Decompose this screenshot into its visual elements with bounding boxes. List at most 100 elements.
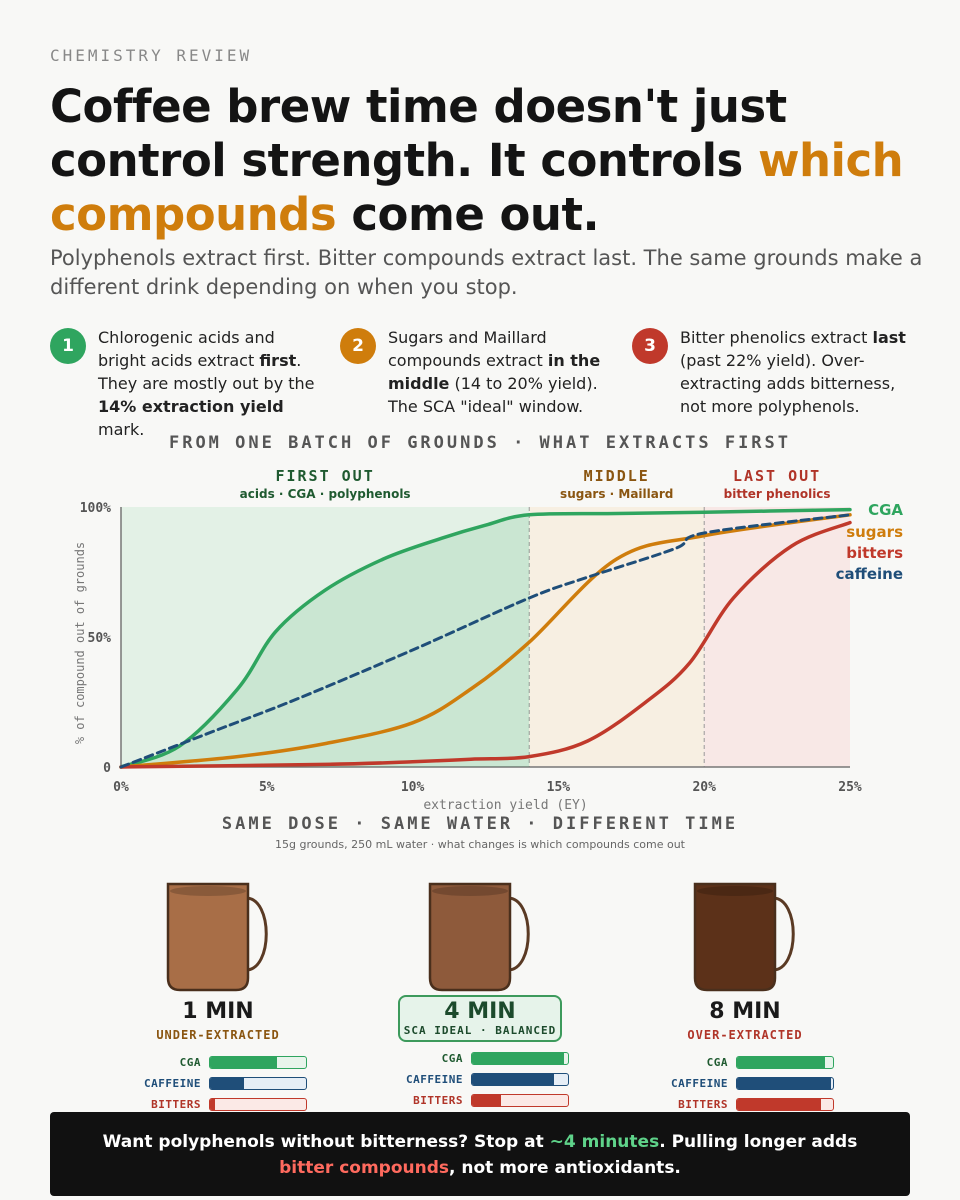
- step-text: Sugars and Maillard compounds extract in…: [388, 326, 610, 418]
- coffee-mug-icon: [693, 882, 795, 992]
- headline-highlight: which compounds: [50, 134, 904, 241]
- brew-time: 4 MIN: [444, 999, 516, 1024]
- series-line-caffeine: [119, 513, 852, 769]
- mug-handle: [507, 896, 530, 972]
- zone-subtitle: sugars · Maillard: [560, 487, 673, 501]
- bar-track: [736, 1098, 834, 1111]
- mug-handle: [772, 896, 795, 972]
- compound-bars: CGA CAFFEINE BITTERS: [98, 1052, 338, 1115]
- bar-label: BITTERS: [678, 1098, 728, 1111]
- banner-text-3: , not more antioxidants.: [449, 1158, 681, 1178]
- bar-label: CAFFEINE: [144, 1077, 201, 1090]
- bar-fill: [472, 1053, 565, 1064]
- compare-title: SAME DOSE · SAME WATER · DIFFERENT TIME: [221, 814, 739, 834]
- bar-track: [471, 1052, 569, 1065]
- step-number-badge: 1: [50, 328, 86, 364]
- coffee-surface: [170, 886, 246, 896]
- zone-title: FIRST OUT: [275, 467, 374, 485]
- x-tick-label: 20%: [692, 780, 716, 795]
- zone-band-0: [121, 507, 530, 767]
- coffee-mug-icon: [428, 882, 530, 992]
- step-1: 1 Chlorogenic acids and bright acids extr…: [50, 326, 320, 441]
- bar-row-bitters: BITTERS: [625, 1094, 865, 1115]
- bar-fill: [472, 1095, 501, 1106]
- banner-text-2: . Pulling longer adds: [659, 1132, 858, 1152]
- bar-label: BITTERS: [413, 1094, 463, 1107]
- series-line-CGA: [119, 507, 852, 769]
- brew-time: 1 MIN: [182, 999, 254, 1024]
- extraction-chart: FIRST OUT acids · CGA · polyphenols MIDDLE…: [73, 467, 903, 813]
- legend-label-bitters: bitters: [846, 544, 903, 562]
- step-3: 3 Bitter phenolics extract last (past 22%…: [632, 326, 912, 418]
- bar-fill: [210, 1099, 215, 1110]
- bar-label: BITTERS: [151, 1098, 201, 1111]
- coffee-surface: [432, 886, 508, 896]
- bar-label: CAFFEINE: [671, 1077, 728, 1090]
- extraction-verdict: UNDER-EXTRACTED: [156, 1028, 280, 1042]
- bar-row-caffeine: CAFFEINE: [360, 1069, 600, 1090]
- bar-label: CAFFEINE: [406, 1073, 463, 1086]
- bar-row-cga: CGA: [98, 1052, 338, 1073]
- series-line-sugars: [119, 513, 852, 769]
- y-tick-label: 50%: [88, 631, 112, 646]
- zone-title: MIDDLE: [584, 467, 650, 485]
- zone-subtitle: bitter phenolics: [724, 487, 831, 501]
- compound-bars: CGA CAFFEINE BITTERS: [360, 1048, 600, 1111]
- bar-row-bitters: BITTERS: [360, 1090, 600, 1111]
- legend-label-CGA: CGA: [868, 501, 903, 519]
- brew-time: 8 MIN: [709, 999, 781, 1024]
- bar-track: [736, 1056, 834, 1069]
- headline: Coffee brew time doesn't just control st…: [50, 80, 930, 242]
- takeaway-banner: Want polyphenols without bitterness? Sto…: [50, 1112, 910, 1196]
- step-text: Chlorogenic acids and bright acids extra…: [98, 326, 320, 441]
- zone-subtitle: acids · CGA · polyphenols: [240, 487, 411, 501]
- bar-fill: [737, 1057, 826, 1068]
- x-tick-label: 10%: [401, 780, 425, 795]
- x-tick-label: 5%: [259, 780, 275, 795]
- x-tick-label: 0%: [113, 780, 129, 795]
- step-2: 2 Sugars and Maillard compounds extract i…: [340, 326, 610, 418]
- mug-body: [166, 882, 250, 992]
- headline-part2: come out.: [336, 188, 600, 241]
- bar-track: [471, 1094, 569, 1107]
- y-tick-label: 100%: [80, 501, 111, 516]
- bar-fill: [737, 1078, 832, 1089]
- step-text-part: mark.: [98, 420, 145, 439]
- extraction-verdict: SCA IDEAL · BALANCED: [403, 1024, 557, 1037]
- bar-row-cga: CGA: [360, 1048, 600, 1069]
- chart-section-title: FROM ONE BATCH OF GROUNDS · WHAT EXTRACT…: [168, 433, 792, 453]
- y-axis-label: % of compound out of grounds: [73, 542, 87, 744]
- cup-card-1: 1 MIN UNDER-EXTRACTED CGA CAFFEINE BITTERS: [98, 880, 338, 1115]
- step-text-part: Bitter phenolics extract: [680, 328, 873, 347]
- bar-track: [209, 1077, 307, 1090]
- step-text-part: Chlorogenic acids and bright acids extra…: [98, 328, 275, 370]
- bar-track: [209, 1098, 307, 1111]
- compare-subtitle: 15g grounds, 250 mL water · what changes…: [275, 838, 685, 851]
- x-tick-label: 25%: [838, 780, 862, 795]
- bar-fill: [737, 1099, 822, 1110]
- step-number-badge: 3: [632, 328, 668, 364]
- mug-handle: [245, 896, 268, 972]
- step-text-part: (past 22% yield). Over-extracting adds b…: [680, 351, 896, 416]
- banner-highlight-time: ~4 minutes: [549, 1132, 660, 1152]
- step-emphasis: in the middle: [388, 351, 601, 393]
- bar-fill: [210, 1078, 244, 1089]
- series-line-bitters: [119, 520, 852, 769]
- extraction-verdict: OVER-EXTRACTED: [687, 1028, 803, 1042]
- bar-track: [736, 1077, 834, 1090]
- step-text-part: (14 to 20% yield). The SCA "ideal" windo…: [388, 374, 598, 416]
- cup-card-2: 4 MIN SCA IDEAL · BALANCED CGA CAFFEINE BITT…: [360, 880, 600, 1111]
- bar-row-caffeine: CAFFEINE: [98, 1073, 338, 1094]
- cga-area-fill: [121, 514, 530, 767]
- bar-track: [209, 1056, 307, 1069]
- step-text-part: . They are mostly out by the: [98, 351, 315, 393]
- mug-body: [693, 882, 777, 992]
- legend-label-caffeine: caffeine: [836, 565, 903, 583]
- headline-part1: Coffee brew time doesn't just control st…: [50, 80, 787, 187]
- bar-fill: [210, 1057, 278, 1068]
- x-tick-label: 15%: [547, 780, 571, 795]
- bar-fill: [472, 1074, 554, 1085]
- step-emphasis: 14% extraction yield: [98, 397, 284, 416]
- bar-label: CGA: [706, 1056, 728, 1069]
- kicker: CHEMISTRY REVIEW: [50, 46, 253, 65]
